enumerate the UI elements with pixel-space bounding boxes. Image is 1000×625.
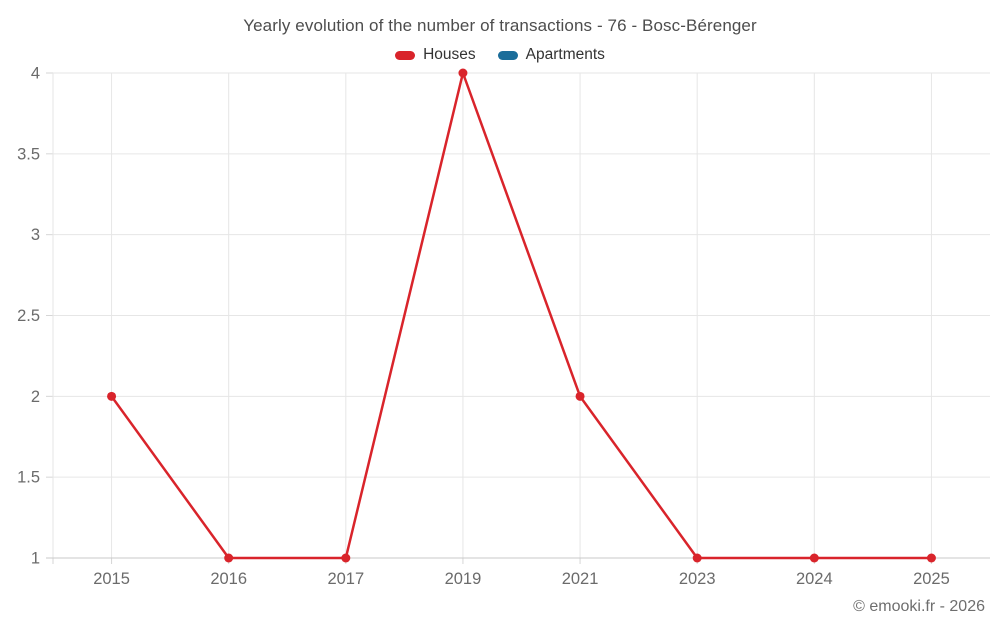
- y-axis-label: 2: [31, 388, 40, 406]
- houses-data-point-2015[interactable]: [107, 391, 117, 401]
- houses-data-point-2017[interactable]: [341, 553, 351, 563]
- x-axis-label: 2016: [210, 570, 247, 588]
- x-axis-label: 2024: [796, 570, 833, 588]
- houses-data-point-2021[interactable]: [575, 391, 585, 401]
- y-axis-label: 4: [31, 65, 40, 83]
- x-axis-label: 2019: [445, 570, 482, 588]
- legend-label-apartments: Apartments: [525, 46, 605, 63]
- y-axis-label: 1: [31, 550, 40, 568]
- apartments-legend-swatch-icon: [497, 50, 518, 60]
- y-axis-label: 3: [31, 226, 40, 244]
- houses-legend-swatch-icon: [395, 50, 416, 60]
- y-axis-label: 3.5: [17, 145, 40, 163]
- x-axis-label: 2015: [93, 570, 130, 588]
- houses-data-point-2024[interactable]: [809, 553, 819, 563]
- houses-data-point-2019[interactable]: [458, 68, 468, 78]
- x-axis-label: 2025: [913, 570, 950, 588]
- houses-data-point-2023[interactable]: [692, 553, 702, 563]
- x-axis-label: 2023: [679, 570, 716, 588]
- chart-title: Yearly evolution of the number of transa…: [243, 16, 757, 35]
- houses-data-point-2025[interactable]: [926, 553, 936, 563]
- y-axis-label: 2.5: [17, 307, 40, 325]
- houses-data-point-2016[interactable]: [224, 553, 234, 563]
- y-axis-label: 1.5: [17, 469, 40, 487]
- legend-item-apartments[interactable]: Apartments: [497, 46, 605, 64]
- houses-series-line: [110, 71, 933, 560]
- x-axis-label: 2021: [562, 570, 599, 588]
- x-axis-label: 2017: [327, 570, 364, 588]
- legend-label-houses: Houses: [423, 46, 476, 63]
- legend: Houses Apartments: [0, 46, 1000, 64]
- copyright-attribution: © emooki.fr - 2026: [853, 598, 985, 615]
- legend-item-houses[interactable]: Houses: [395, 46, 476, 64]
